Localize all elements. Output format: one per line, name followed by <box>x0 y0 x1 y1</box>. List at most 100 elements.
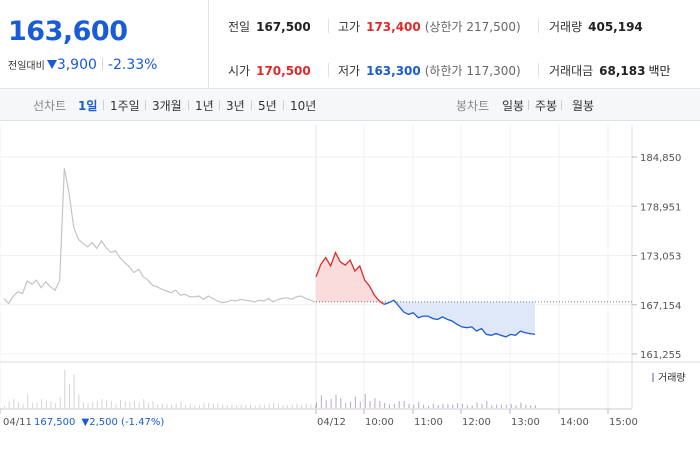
volume-bar <box>87 402 89 408</box>
volume-bar <box>115 404 117 408</box>
volume-bar <box>305 403 307 408</box>
volume-bar <box>231 404 233 408</box>
volume-bar <box>496 404 498 408</box>
volume-legend-swatch <box>652 373 654 382</box>
volume-bar <box>59 396 61 408</box>
tab-3year[interactable]: 3년 <box>226 99 245 113</box>
volume-bar <box>250 405 251 408</box>
volume-bar <box>82 402 84 408</box>
volume-bar <box>335 394 337 408</box>
volume-bar <box>36 402 38 408</box>
tab-divider <box>561 100 562 110</box>
x-tick-label: 04/11 <box>3 417 32 428</box>
period-tab-bar: 선차트 1일 1주일 3개월 1년 3년 5년 10년 봉차트 일봉 주봉 월봉 <box>0 89 700 121</box>
volume-bar <box>374 398 376 408</box>
tab-weekly-candle[interactable]: 주봉 <box>535 99 558 113</box>
up-area-fill <box>316 252 385 305</box>
volume-bar <box>515 405 517 408</box>
change-percent: -2.33% <box>107 57 158 73</box>
tab-1day[interactable]: 1일 <box>78 99 98 113</box>
volume-bar <box>175 403 177 408</box>
volume-bar <box>471 405 473 408</box>
stat-volume: 거래량 405,194 <box>549 20 643 34</box>
prev-day-change: ▼2,500 (-1.47%) <box>82 417 165 428</box>
volume-bar <box>189 403 191 408</box>
candle-chart-label: 봉차트 <box>456 99 490 113</box>
volume-bar <box>369 401 371 408</box>
volume-bar <box>8 401 10 408</box>
volume-bar <box>138 402 140 408</box>
divider <box>328 63 329 77</box>
stat-high: 고가 173,400 (상한가 217,500) <box>338 20 521 34</box>
y-tick-label: 184,850 <box>640 153 681 164</box>
volume-bar <box>161 403 163 408</box>
volume-bar <box>413 404 415 408</box>
volume-bar <box>50 401 52 408</box>
volume-bar <box>442 403 444 408</box>
volume-bar <box>476 402 478 408</box>
volume-bar <box>491 405 493 408</box>
volume-bar <box>320 395 322 408</box>
volume-bar <box>393 403 395 408</box>
volume-bar <box>418 401 420 408</box>
volume-bars <box>4 370 536 408</box>
x-axis-ticks: 04/11 04/12 10:00 11:00 12:00 13:00 14:00 15:00 <box>0 409 638 428</box>
volume-bar <box>101 399 103 408</box>
tab-10year[interactable]: 10년 <box>290 99 317 113</box>
volume-bar <box>22 404 24 408</box>
volume-bar <box>64 370 66 408</box>
volume-bar <box>199 405 200 408</box>
prev-day-line <box>3 168 316 305</box>
volume-bar <box>171 404 173 408</box>
volume-bar <box>212 403 214 408</box>
x-tick-label: 13:00 <box>511 417 540 428</box>
change-amount: 3,900 <box>56 57 97 73</box>
tab-monthly-candle[interactable]: 월봉 <box>572 99 595 113</box>
tab-1year[interactable]: 1년 <box>195 99 214 113</box>
prev-day-close-info: 167,500 ▼2,500 (-1.47%) <box>34 417 164 428</box>
x-tick-label: 11:00 <box>414 417 443 428</box>
volume-bar <box>27 394 29 408</box>
tab-5year[interactable]: 5년 <box>258 99 277 113</box>
price-summary: 163,600 전일대비 3,900 -2.33% <box>0 0 209 88</box>
volume-bar <box>45 400 47 408</box>
volume-bar <box>245 405 247 408</box>
tab-divider <box>251 100 252 110</box>
volume-bar <box>486 401 488 408</box>
chart-fills <box>316 252 535 337</box>
divider <box>328 19 329 33</box>
tab-divider <box>103 100 104 110</box>
x-tick-label: 10:00 <box>365 417 394 428</box>
volume-bar <box>129 402 131 408</box>
volume-bar <box>92 402 94 408</box>
volume-bar <box>500 404 502 408</box>
volume-bar <box>287 405 289 408</box>
volume-bar <box>364 393 366 408</box>
volume-bar <box>447 403 449 408</box>
tab-3month[interactable]: 3개월 <box>152 99 182 113</box>
volume-bar <box>330 398 332 408</box>
volume-bar <box>427 406 429 408</box>
stat-open: 시가 170,500 <box>228 64 311 78</box>
price-change-row: 전일대비 3,900 -2.33% <box>8 54 157 73</box>
stat-prev-close: 전일 167,500 <box>228 20 311 34</box>
volume-bar <box>106 399 108 408</box>
tab-1week[interactable]: 1주일 <box>110 99 140 113</box>
x-tick-label: 15:00 <box>609 417 638 428</box>
tab-divider <box>145 100 146 110</box>
tab-divider <box>283 100 284 110</box>
quote-header: 163,600 전일대비 3,900 -2.33% 전일 167,500 고가 173,… <box>0 0 700 89</box>
down-triangle-icon <box>46 60 57 69</box>
volume-bar <box>55 402 57 408</box>
volume-bar <box>263 405 265 408</box>
tab-daily-candle[interactable]: 일봉 <box>502 99 525 113</box>
volume-bar <box>340 398 342 408</box>
down-line <box>383 299 536 338</box>
volume-bar <box>389 404 390 408</box>
volume-bar <box>398 401 400 408</box>
volume-bar <box>110 401 112 408</box>
volume-bar <box>462 403 463 408</box>
volume-bar <box>17 402 19 408</box>
volume-bar <box>535 405 536 408</box>
